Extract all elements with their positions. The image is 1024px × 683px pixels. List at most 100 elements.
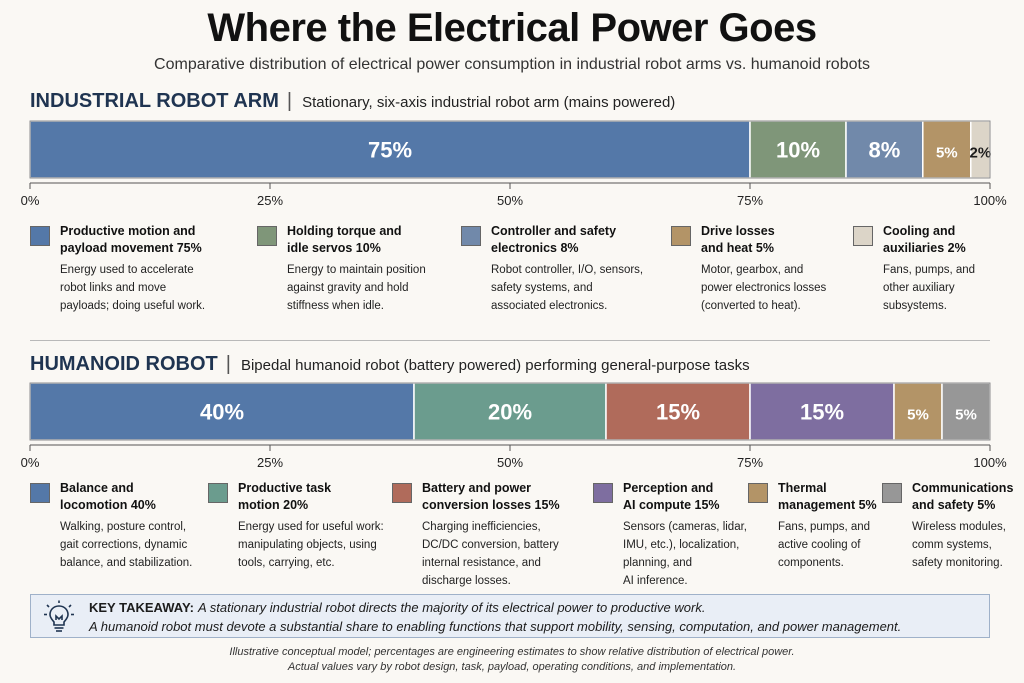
bar-outline <box>29 382 991 441</box>
legend-description-line: manipulating objects, using <box>238 539 377 551</box>
legend-description-line: Fans, pumps, and <box>883 264 976 276</box>
footnote-line-1: Illustrative conceptual model; percentag… <box>229 646 795 658</box>
legend-description-line: Energy used for useful work: <box>238 521 384 533</box>
legend-description-line: associated electronics. <box>491 300 608 312</box>
legend-title-line: locomotion 40% <box>60 498 156 512</box>
bar-segment <box>749 120 847 179</box>
legend-title: Productive task motion 20% <box>238 480 331 514</box>
legend-title-line: and safety 5% <box>912 498 996 512</box>
legend-swatch <box>671 226 691 246</box>
x-tick-label: 0% <box>21 455 40 467</box>
legend-description-line: Sensors (cameras, lidar, <box>623 521 747 533</box>
section-description: Stationary, six-axis industrial robot ar… <box>302 94 676 111</box>
bar-segment <box>413 382 607 441</box>
legend-title: Drive losses and heat 5% <box>701 223 775 257</box>
legend-swatch <box>748 483 768 503</box>
bar-segment-label: 5% <box>936 145 958 162</box>
legend-description-line: against gravity and hold <box>287 282 409 294</box>
bar-outline <box>29 120 991 179</box>
legend-swatch <box>392 483 412 503</box>
bar-segment <box>29 120 751 179</box>
legend-description: Fans, pumps, and other auxiliary subsystem… <box>883 261 975 315</box>
legend-description: Charging inefficiencies, DC/DC conversion… <box>422 518 559 590</box>
legend-title-line: payload movement 75% <box>60 241 202 255</box>
legend-swatch <box>882 483 902 503</box>
legend-description-line: stiffness when idle. <box>287 300 384 312</box>
legend-description-line: subsystems. <box>883 300 947 312</box>
legend-description-line: discharge losses. <box>422 575 511 587</box>
footnote-line-2: Actual values vary by robot design, task… <box>287 661 737 673</box>
legend-title-line: Drive losses <box>701 224 775 238</box>
bar-segment-label: 5% <box>907 407 929 424</box>
legend-description-line: Walking, posture control, <box>60 521 187 533</box>
x-tick-label: 75% <box>737 455 763 467</box>
legend-title-line: management 5% <box>778 498 877 512</box>
legend-description-line: safety monitoring. <box>912 557 1003 569</box>
legend-swatch <box>257 226 277 246</box>
legend-description-line: balance, and stabilization. <box>60 557 193 569</box>
legend-description-line: Charging inefficiencies, <box>422 521 541 533</box>
bar-segment <box>605 382 751 441</box>
legend-description-line: AI inference. <box>623 575 688 587</box>
legend-description-line: Motor, gearbox, and <box>701 264 804 276</box>
takeaway-label: KEY TAKEAWAY: <box>89 600 194 615</box>
legend-title: Perception and AI compute 15% <box>623 480 720 514</box>
legend-description-line: Fans, pumps, and <box>778 521 871 533</box>
takeaway-line-1: KEY TAKEAWAY: A stationary industrial rob… <box>89 600 705 615</box>
legend-description: Robot controller, I/O, sensors, safety sy… <box>491 261 643 315</box>
legend-description: Energy to maintain position against gravi… <box>287 261 426 315</box>
section-separator: | <box>286 90 293 112</box>
legend-description-line: Energy to maintain position <box>287 264 426 276</box>
legend-title: Balance and locomotion 40% <box>60 480 156 514</box>
legend-description-line: components. <box>778 557 844 569</box>
legend-description: Wireless modules, comm systems, safety mon… <box>912 518 1006 572</box>
lightbulb-icon <box>43 600 75 639</box>
legend-description: Fans, pumps, and active cooling of compone… <box>778 518 870 572</box>
legend-title-line: Battery and power <box>422 481 532 495</box>
legend-description-line: (converted to heat). <box>701 300 801 312</box>
x-tick-label: 25% <box>257 193 283 205</box>
legend-swatch <box>853 226 873 246</box>
section-divider <box>30 340 990 341</box>
legend-title-line: electronics 8% <box>491 241 579 255</box>
industrial-stacked-bar-chart: 75% 10% 8% 5% 2% 0% 25% 50% 75% 100% <box>21 120 1007 205</box>
legend-title-line: AI compute 15% <box>623 498 720 512</box>
legend-title-line: and heat 5% <box>701 241 774 255</box>
legend-title-line: conversion losses 15% <box>422 498 560 512</box>
legend-description: Motor, gearbox, and power electronics los… <box>701 261 826 315</box>
legend-title: Thermal management 5% <box>778 480 877 514</box>
section-title: HUMANOID ROBOT <box>30 353 218 375</box>
legend-title-line: Thermal <box>778 481 827 495</box>
takeaway-text-1: A stationary industrial robot directs th… <box>197 600 706 615</box>
legend-description-line: other auxiliary <box>883 282 955 294</box>
legend-description: Energy used to accelerate robot links and… <box>60 261 205 315</box>
legend-description-line: tools, carrying, etc. <box>238 557 335 569</box>
legend-description-line: gait corrections, dynamic <box>60 539 188 551</box>
bar-segment-label: 40% <box>200 400 244 425</box>
x-tick-label: 25% <box>257 455 283 467</box>
legend-description-line: robot links and move <box>60 282 167 294</box>
key-takeaway-box: KEY TAKEAWAY: A stationary industrial rob… <box>30 594 990 638</box>
section-heading-industrial: INDUSTRIAL ROBOT ARM | Stationary, six-axi… <box>30 90 675 113</box>
humanoid-stacked-bar-chart: 40% 20% 15% 15% 5% 5% 0% 25% 50% 75% 100% <box>21 382 1007 467</box>
page-title: Where the Electrical Power Goes <box>207 6 817 50</box>
legend-swatch <box>208 483 228 503</box>
legend-title-line: auxiliaries 2% <box>883 241 966 255</box>
legend-title: Cooling and auxiliaries 2% <box>883 223 966 257</box>
legend-title-line: Cooling and <box>883 224 956 238</box>
legend-title-line: idle servos 10% <box>287 241 381 255</box>
legend-title: Productive motion and payload movement 75… <box>60 223 202 257</box>
section-separator: | <box>225 353 231 375</box>
x-tick-label: 50% <box>497 193 523 205</box>
legend-description-line: planning, and <box>623 557 693 569</box>
legend-description-line: Robot controller, I/O, sensors, <box>491 264 644 276</box>
section-description: Bipedal humanoid robot (battery powered)… <box>240 357 750 374</box>
section-title: INDUSTRIAL ROBOT ARM <box>30 90 279 112</box>
legend-swatch <box>30 483 50 503</box>
legend-description-line: Energy used to accelerate <box>60 264 194 276</box>
bar-segment <box>893 382 943 441</box>
legend-title: Holding torque and idle servos 10% <box>287 223 402 257</box>
legend-description-line: internal resistance, and <box>422 557 541 569</box>
bar-segment-label: 2% <box>970 145 992 162</box>
legend-title: Battery and power conversion losses 15% <box>422 480 560 514</box>
